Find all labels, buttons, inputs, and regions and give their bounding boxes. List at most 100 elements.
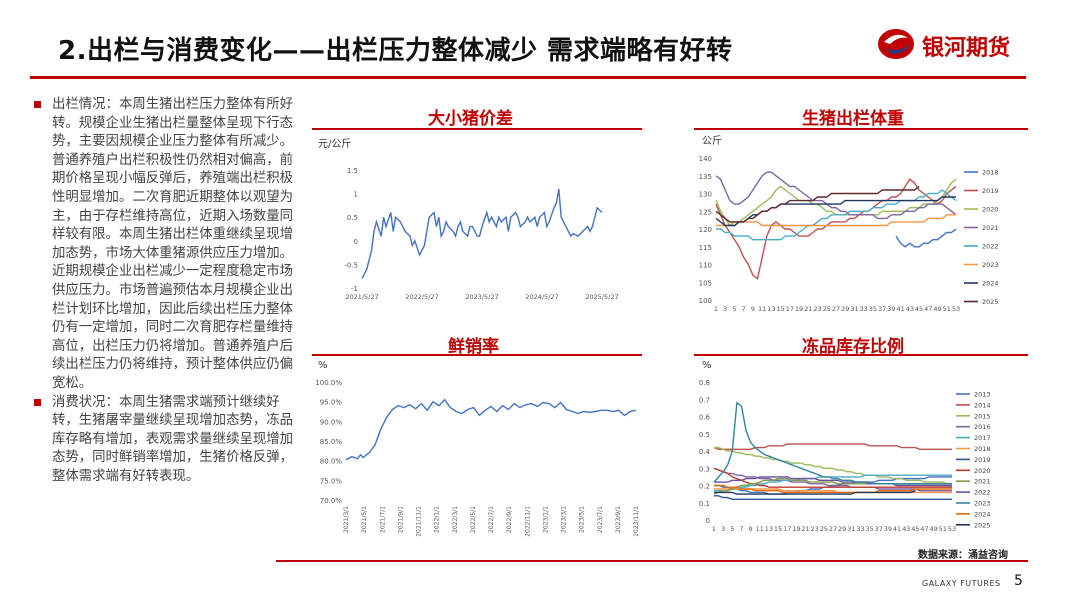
x-tick-label: 7 (739, 525, 743, 533)
commentary-item: 消费状况：本周生猪需求端预计继续好转，生猪屠宰量继续呈现增加态势，冻品库存略有增… (34, 394, 296, 487)
legend-label: 2025 (982, 298, 999, 306)
x-tick-label: 29 (841, 305, 849, 313)
data-source: 数据来源：涌益咨询 (918, 550, 1008, 561)
x-tick-label: 2021/3/1 (343, 506, 350, 533)
legend-label: 2018 (982, 169, 999, 177)
x-tick-label: 2022/5/27 (405, 293, 438, 301)
y-tick-label: 95.0% (320, 399, 343, 407)
y-tick-label: 0.4 (699, 448, 711, 456)
series-line (713, 443, 952, 450)
y-tick-label: 80.0% (320, 458, 343, 466)
x-tick-label: 23 (813, 305, 821, 313)
x-tick-label: 2022/3/1 (452, 506, 459, 533)
x-tick-label: 21 (801, 525, 809, 533)
legend-label: 2021 (974, 478, 991, 486)
x-tick-label: 29 (838, 525, 846, 533)
legend-label: 2014 (974, 401, 991, 409)
series-line (714, 474, 952, 492)
series-line (714, 490, 916, 495)
x-tick-label: 19 (792, 525, 800, 533)
commentary-item: 出栏情况：本周生猪出栏压力整体有所好转。规模企业生猪出栏量整体呈现下行态势，主要… (34, 96, 296, 394)
x-tick-label: 41 (893, 525, 901, 533)
x-tick-label: 2023/9/1 (615, 506, 622, 533)
x-tick-label: 47 (924, 305, 932, 313)
x-tick-label: 11 (756, 525, 764, 533)
commentary-text: 消费状况：本周生猪需求端预计继续好转，生猪屠宰量继续呈现增加态势，冻品库存略有增… (52, 394, 294, 484)
x-tick-label: 11 (758, 305, 766, 313)
x-tick-label: 31 (850, 305, 858, 313)
x-tick-label: 15 (776, 305, 784, 313)
x-tick-label: 1 (712, 525, 716, 533)
x-tick-label: 53 (952, 305, 960, 313)
x-tick-label: 27 (829, 525, 837, 533)
series-line (714, 495, 952, 500)
legend-label: 2024 (974, 510, 991, 518)
title-underline (312, 354, 642, 356)
x-tick-label: 2023/3/1 (561, 506, 568, 533)
y-tick-label: 0.5 (699, 431, 710, 439)
commentary-text: 出栏情况：本周生猪出栏压力整体有所好转。规模企业生猪出栏量整体呈现下行态势，主要… (52, 97, 294, 391)
x-tick-label: 3 (721, 525, 725, 533)
unit-label-fresh: % (318, 360, 328, 371)
x-tick-label: 2022/9/1 (506, 506, 513, 533)
x-tick-label: 33 (856, 525, 864, 533)
x-tick-label: 33 (860, 305, 868, 313)
chart-title-frozen: 冻品库存比例 (802, 337, 904, 357)
x-tick-label: 5 (732, 305, 736, 313)
x-tick-label: 23 (811, 525, 819, 533)
legend-label: 2013 (974, 391, 991, 399)
x-tick-label: 47 (920, 525, 928, 533)
page-title: 2.出栏与消费变化——出栏压力整体减少 需求端略有好转 (58, 36, 733, 66)
x-tick-label: 53 (948, 525, 956, 533)
series-line (345, 398, 637, 461)
series-line (714, 446, 952, 485)
x-tick-label: 2023/7/1 (597, 506, 604, 533)
series-line (716, 214, 956, 227)
x-tick-label: 9 (749, 525, 753, 533)
footer-divider (276, 560, 1028, 562)
bullet-icon (34, 101, 41, 108)
x-tick-label: 45 (915, 305, 923, 313)
x-tick-label: 39 (884, 525, 892, 533)
x-tick-label: 13 (765, 525, 773, 533)
y-tick-label: 0.8 (699, 379, 710, 387)
x-tick-label: 13 (767, 305, 775, 313)
y-tick-label: 75.0% (320, 477, 343, 485)
x-tick-label: 43 (906, 305, 914, 313)
title-underline (694, 128, 1028, 130)
x-tick-label: 5 (730, 525, 734, 533)
x-tick-label: 2021/11/1 (416, 506, 423, 537)
x-tick-label: 7 (742, 305, 746, 313)
legend-label: 2025 (974, 521, 991, 529)
y-tick-label: 0.7 (699, 396, 710, 404)
y-tick-label: 0.3 (699, 465, 710, 473)
x-tick-label: 19 (795, 305, 803, 313)
y-tick-label: 85.0% (320, 438, 343, 446)
x-tick-label: 45 (911, 525, 919, 533)
x-tick-label: 35 (869, 305, 877, 313)
page-number: 5 (1014, 573, 1023, 589)
series-line (715, 196, 956, 227)
x-tick-label: 27 (832, 305, 840, 313)
x-tick-label: 2025/5/27 (585, 293, 618, 301)
x-tick-label: 25 (823, 305, 831, 313)
legend-label: 2024 (982, 280, 999, 288)
legend-label: 2016 (974, 423, 991, 431)
y-tick-label: 140 (699, 155, 712, 163)
series-line (715, 178, 957, 280)
y-tick-label: 0 (706, 517, 710, 525)
legend-label: 2019 (974, 456, 991, 464)
y-tick-label: -0.5 (344, 261, 358, 269)
x-tick-label: 31 (847, 525, 855, 533)
series-line (715, 185, 920, 223)
x-tick-label: 9 (751, 305, 755, 313)
y-tick-label: 0.5 (347, 214, 358, 222)
x-tick-label: 37 (875, 525, 883, 533)
x-tick-label: 2022/7/1 (488, 506, 495, 533)
x-tick-label: 43 (902, 525, 910, 533)
x-tick-label: 17 (783, 525, 791, 533)
chart-title-spread: 大小猪价差 (428, 109, 513, 129)
y-tick-label: 100.0% (315, 379, 342, 387)
